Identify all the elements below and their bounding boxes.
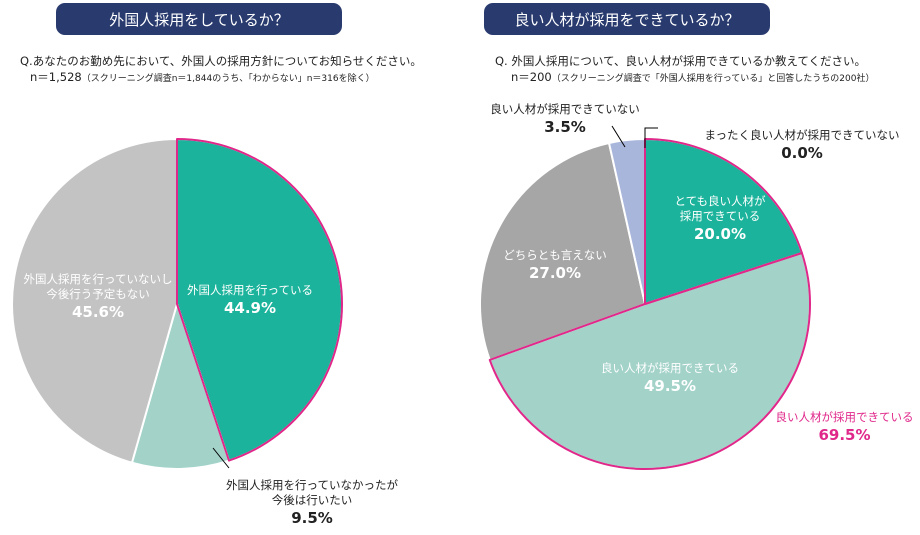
label-right-not-at-all-text: まったく良い人材が採用できていない: [704, 128, 900, 142]
right-pie-slice-2-highlight-outline: [488, 252, 811, 471]
label-right-very-good: とても良い人材が 採用できている 20.0%: [660, 194, 780, 244]
right-sample-size: n＝200（スクリーニング調査で「外国人採用を行っている」と回答したうちの200…: [495, 69, 874, 87]
label-left-future-text1: 外国人採用を行っていなかったが: [226, 478, 398, 492]
leader-line-right-0-0: [644, 127, 658, 148]
label-right-good-value: 49.5%: [643, 377, 697, 395]
label-left-future: 外国人採用を行っていなかったが 今後は行いたい 9.5%: [222, 478, 402, 528]
left-question: Q.あなたのお勤め先において、外国人の採用方針についてお知らせください。 n＝1…: [20, 53, 422, 87]
label-right-very-good-text2: 採用できている: [679, 209, 761, 223]
label-right-neutral: どちらとも言えない 27.0%: [500, 248, 610, 283]
label-right-not-at-all: まったく良い人材が採用できていない 0.0%: [702, 128, 902, 163]
left-pie-slice-1: [130, 300, 231, 470]
right-pie-chart: [479, 137, 811, 471]
leader-line-right-3-5: [611, 125, 626, 148]
label-right-not-at-all-value: 0.0%: [781, 144, 823, 162]
label-right-neutral-text: どちらとも言えない: [503, 248, 607, 262]
right-question-text: Q. 外国人採用について、良い人材が採用できているか教えてください。: [495, 54, 867, 68]
left-n-note: （スクリーニング調査n＝1,844のうち、「わからない」n＝316を除く）: [81, 74, 375, 84]
label-right-not-good-value: 3.5%: [544, 118, 586, 136]
label-right-total-value: 69.5%: [818, 426, 871, 444]
label-right-good: 良い人材が採用できている 49.5%: [595, 361, 745, 396]
label-left-no-text2: 今後行う予定もない: [46, 287, 150, 301]
right-pie-slice-1-highlight-outline: [644, 138, 803, 305]
label-left-yes-value: 44.9%: [223, 299, 277, 317]
left-pie-slice-2: [11, 137, 178, 464]
label-left-future-value: 9.5%: [291, 509, 333, 527]
left-question-text: Q.あなたのお勤め先において、外国人の採用方針についてお知らせください。: [20, 54, 422, 68]
right-pie-slice-3: [479, 141, 647, 362]
label-right-neutral-value: 27.0%: [528, 264, 582, 282]
left-n-main: n＝1,528: [30, 70, 82, 84]
right-header: 良い人材が採用をできているか？: [484, 3, 770, 35]
label-left-no-value: 45.6%: [71, 303, 125, 321]
leader-lines: [212, 125, 658, 469]
label-left-yes: 外国人採用を行っている 44.9%: [180, 283, 320, 318]
right-n-main: n＝200: [511, 70, 552, 84]
label-left-no-text1: 外国人採用を行っていないし: [23, 272, 173, 286]
right-n-note: （スクリーニング調査で「外国人採用を行っている」と回答したうちの200社）: [551, 74, 875, 84]
leader-line-left-9-5: [212, 447, 230, 469]
label-right-very-good-value: 20.0%: [693, 225, 747, 243]
label-right-very-good-text1: とても良い人材が: [674, 194, 766, 208]
label-right-total-text: 良い人材が採用できている: [775, 410, 914, 424]
label-right-good-text: 良い人材が採用できている: [601, 361, 739, 375]
left-pie-chart: [11, 137, 343, 470]
left-header: 外国人採用をしているか？: [56, 3, 342, 35]
label-right-total: 良い人材が採用できている 69.5%: [772, 410, 917, 445]
left-pie-slice-0-highlight-outline: [176, 138, 343, 462]
label-right-not-good-text: 良い人材が採用できていない: [490, 102, 640, 116]
label-left-future-text2: 今後は行いたい: [271, 493, 353, 507]
label-right-not-good: 良い人材が採用できていない 3.5%: [490, 102, 640, 137]
right-question: Q. 外国人採用について、良い人材が採用できているか教えてください。 n＝200…: [495, 53, 874, 87]
label-left-no: 外国人採用を行っていないし 今後行う予定もない 45.6%: [18, 272, 178, 322]
left-sample-size: n＝1,528（スクリーニング調査n＝1,844のうち、「わからない」n＝316…: [20, 69, 422, 87]
label-left-yes-text: 外国人採用を行っている: [187, 283, 313, 297]
